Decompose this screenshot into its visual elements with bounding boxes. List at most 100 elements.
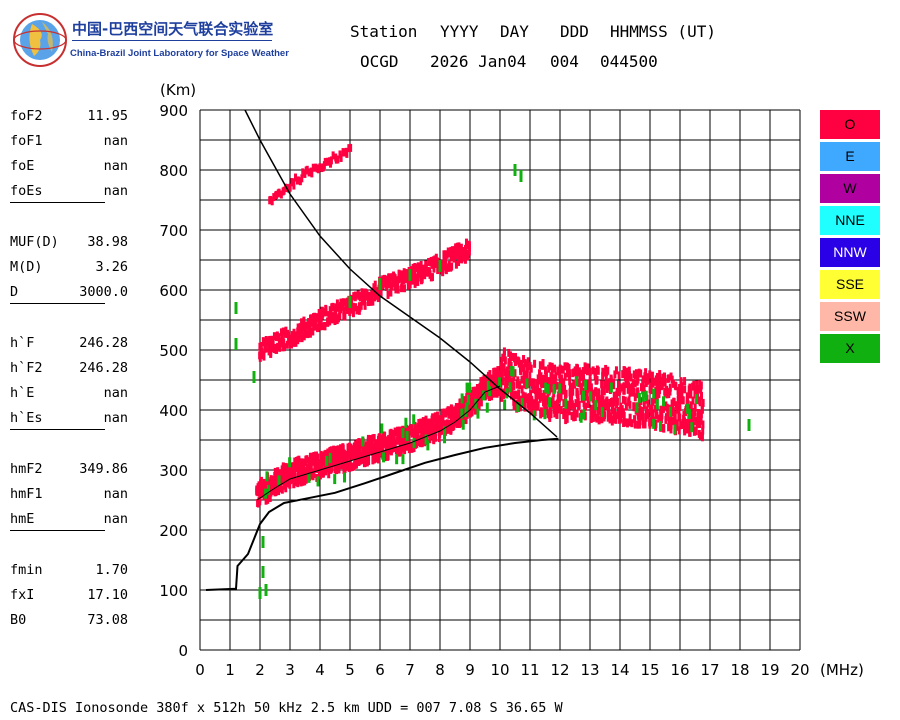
x-point-mark — [264, 584, 268, 596]
o-spread-f-mark — [534, 400, 538, 409]
o-spread-f-mark — [612, 378, 616, 387]
o-spread-f-mark — [500, 393, 504, 402]
o-first-hop-mark — [310, 471, 314, 480]
o-third-hop-mark — [342, 148, 346, 157]
x-tick-label: 13 — [580, 661, 599, 679]
o-spread-f-mark — [542, 393, 546, 402]
y-tick-label: 0 — [178, 642, 188, 660]
o-spread-f-mark — [596, 406, 600, 415]
o-second-hop-mark — [384, 276, 388, 285]
legend-entry: NNW — [820, 238, 880, 267]
virtual-height-curve — [244, 109, 558, 438]
o-second-hop-mark — [268, 335, 272, 344]
x-trace-mark — [267, 484, 271, 495]
o-spread-f-mark — [636, 375, 640, 384]
o-spread-f-mark — [563, 392, 567, 401]
x-trace-mark — [516, 402, 520, 413]
o-spread-f-mark — [522, 355, 526, 364]
o-first-hop-mark — [428, 435, 432, 444]
o-second-hop-mark — [436, 258, 440, 267]
o-spread-f-mark — [583, 362, 587, 371]
o-second-hop-mark — [259, 350, 263, 359]
o-second-hop-mark — [449, 253, 453, 262]
x-trace-mark — [405, 431, 409, 442]
o-spread-f-mark — [639, 369, 643, 378]
o-spread-f-mark — [631, 386, 635, 395]
o-second-hop-mark — [424, 268, 428, 277]
o-spread-f-mark — [642, 384, 646, 393]
param-value: 349.86 — [79, 461, 128, 477]
o-spread-f-mark — [566, 369, 570, 378]
o-spread-f-mark — [593, 367, 597, 376]
o-second-hop-mark — [274, 345, 278, 354]
o-spread-f-mark — [500, 362, 504, 371]
o-spread-f-mark — [687, 419, 691, 428]
o-first-hop-mark — [418, 438, 422, 447]
o-second-hop-mark — [341, 298, 345, 307]
o-spread-f-mark — [692, 380, 696, 389]
o-spread-f-mark — [615, 397, 619, 406]
o-first-hop-mark — [457, 410, 461, 419]
x-trace-mark — [575, 376, 579, 387]
o-first-hop-mark — [316, 459, 320, 468]
o-spread-f-mark — [685, 392, 689, 401]
o-second-hop-mark — [278, 343, 282, 352]
o-spread-f-mark — [541, 359, 545, 368]
o-second-hop-mark — [419, 260, 423, 269]
x-trace-mark — [486, 380, 490, 391]
o-spread-f-mark — [500, 389, 504, 398]
x-trace-mark — [564, 398, 568, 409]
o-spread-f-mark — [563, 362, 567, 371]
x-point-mark — [513, 164, 517, 176]
o-second-hop-mark — [413, 279, 417, 288]
o-spread-f-mark — [520, 363, 524, 372]
o-spread-f-mark — [602, 387, 606, 396]
param-row: hmF2 349.86 — [10, 461, 150, 486]
x-trace-mark — [277, 475, 281, 486]
legend-entry: W — [820, 174, 880, 203]
param-value: 1.70 — [95, 562, 128, 578]
x-point-mark — [348, 296, 352, 308]
o-spread-f-mark — [678, 413, 682, 422]
o-second-hop-mark — [271, 344, 275, 353]
o-second-hop-mark — [411, 271, 415, 280]
o-second-hop-mark — [402, 284, 406, 293]
o-spread-f-mark — [589, 383, 593, 392]
o-first-hop-mark — [422, 420, 426, 429]
o-spread-f-mark — [672, 397, 676, 406]
o-second-hop-mark — [272, 332, 276, 341]
o-second-hop-mark — [259, 341, 263, 350]
o-second-hop-mark — [419, 267, 423, 276]
o-third-hop-mark — [349, 143, 353, 152]
o-spread-f-mark — [622, 411, 626, 420]
o-first-hop-mark — [369, 436, 373, 445]
o-spread-f-mark — [621, 395, 625, 404]
o-spread-f-mark — [653, 404, 657, 413]
param-name: foF2 — [10, 108, 43, 124]
o-spread-f-mark — [602, 411, 606, 420]
o-first-hop-mark — [286, 464, 290, 473]
o-first-hop-mark — [374, 440, 378, 449]
o-spread-f-mark — [683, 385, 687, 394]
o-spread-f-mark — [581, 367, 585, 376]
o-first-hop-mark — [432, 436, 436, 445]
param-value: nan — [103, 385, 128, 401]
o-first-hop-mark — [497, 387, 501, 396]
o-spread-f-mark — [684, 408, 688, 417]
o-spread-f-mark — [512, 373, 516, 382]
o-first-hop-mark — [281, 462, 285, 471]
header-day-value: 004 — [550, 52, 579, 71]
logo-divider — [72, 40, 272, 41]
x-tick-label: 11 — [520, 661, 539, 679]
o-third-hop-mark — [305, 165, 309, 174]
o-spread-f-mark — [544, 371, 548, 380]
o-second-hop-mark — [432, 264, 436, 273]
o-spread-f-mark — [572, 409, 576, 418]
o-spread-f-mark — [618, 387, 622, 396]
o-spread-f-mark — [574, 399, 578, 408]
o-spread-f-mark — [685, 425, 689, 434]
o-first-hop-mark — [488, 370, 492, 379]
o-spread-f-mark — [606, 366, 610, 375]
o-spread-f-mark — [525, 370, 529, 379]
o-spread-f-mark — [669, 425, 673, 434]
